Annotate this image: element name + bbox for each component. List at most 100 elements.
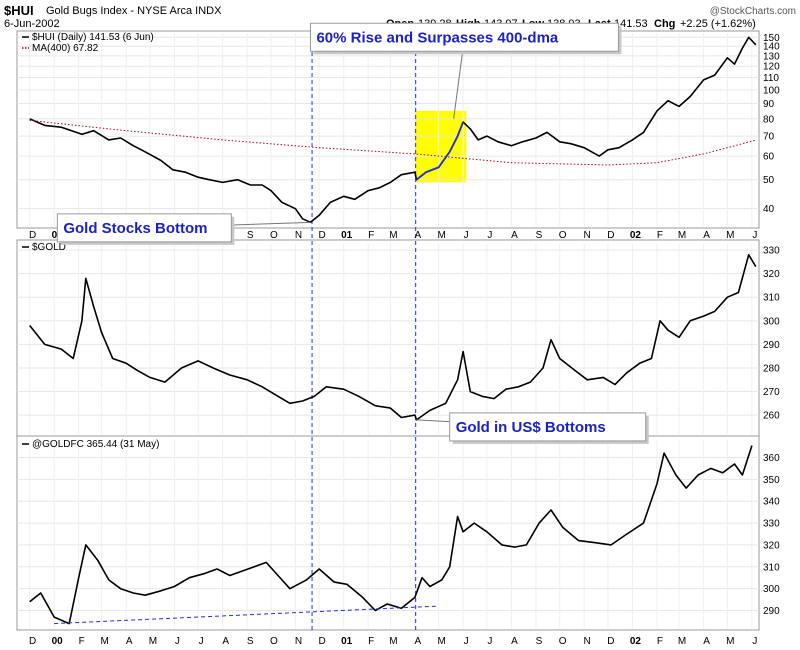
legend-entry: $GOLD [32, 242, 66, 253]
y-tick-label: 140 [763, 42, 780, 53]
x-tick-label: M [678, 230, 686, 241]
legend-entry: MA(400) 67.82 [32, 43, 99, 54]
highlighted-rise-line [415, 121, 464, 181]
series-layer [29, 36, 757, 625]
y-tick-label: 50 [763, 175, 775, 186]
y-tick-label: 130 [763, 51, 780, 62]
x-tick-label: N [295, 230, 302, 241]
y-tick-label: 290 [763, 606, 780, 617]
y-tick-label: 40 [763, 204, 775, 215]
y-tick-label: 310 [763, 293, 780, 304]
legend-entry: $HUI (Daily) 141.53 (6 Jun) [32, 32, 154, 43]
x-tick-label: A [703, 636, 710, 647]
annotation-callout: Gold Stocks Bottom [56, 213, 311, 245]
annotation-callout: 60% Rise and Surpasses 400-dma [309, 22, 622, 119]
x-tick-label: A [126, 636, 133, 647]
x-tick-label: 01 [341, 230, 353, 241]
x-tick-label: J [199, 636, 204, 647]
x-tick-label: M [437, 230, 445, 241]
legends: $HUI (Daily) 141.53 (6 Jun)MA(400) 67.82… [22, 32, 159, 450]
support-trendline [54, 605, 439, 625]
x-tick-label: O [270, 230, 278, 241]
x-tick-label: D [29, 636, 36, 647]
y-tick-label: 300 [763, 316, 780, 327]
y-tick-label: 320 [763, 540, 780, 551]
bottom-series-line [29, 445, 753, 625]
x-tick-label: O [559, 636, 567, 647]
y-tick-label: 260 [763, 411, 780, 422]
annotations: 60% Rise and Surpasses 400-dma Gold Stock… [56, 22, 649, 444]
y-tick-label: 120 [763, 62, 780, 73]
y-tick-label: 270 [763, 387, 780, 398]
highlight-box [414, 110, 467, 183]
x-tick-label: A [511, 636, 518, 647]
x-tick-label: A [703, 230, 710, 241]
bottom-panel-frame [16, 435, 760, 631]
y-tick-label: 90 [763, 99, 775, 110]
x-tick-label: J [175, 636, 180, 647]
chg-label: Chg [654, 18, 675, 30]
annotation-callout: Gold in US$ Bottoms [416, 412, 649, 444]
y-tick-label: 290 [763, 340, 780, 351]
y-tick-label: 150 [763, 33, 780, 44]
x-tick-label: M [149, 636, 157, 647]
y-tick-label: 310 [763, 562, 780, 573]
legend-entry: @GOLDFC 365.44 (31 May) [32, 439, 159, 450]
x-tick-label: M [437, 636, 445, 647]
x-tick-label: M [100, 636, 108, 647]
x-tick-label: 02 [630, 636, 642, 647]
annotation-box [309, 22, 619, 52]
top-series-line [29, 36, 757, 224]
x-tick-label: D [319, 230, 326, 241]
x-tick-label: J [752, 636, 757, 647]
x-tick-label: J [464, 636, 469, 647]
y-tick-label: 300 [763, 584, 780, 595]
x-tick-label: S [247, 230, 254, 241]
annotation-text: Gold in US$ Bottoms [456, 419, 606, 436]
x-tick-label: J [487, 230, 492, 241]
x-tick-label: M [389, 230, 397, 241]
x-tick-label: A [511, 230, 518, 241]
y-tick-label: 60 [763, 152, 775, 163]
vertical-markers [311, 31, 417, 630]
x-tick-label: F [79, 636, 85, 647]
chg-value: +2.25 (+1.62%) [680, 18, 756, 30]
y-tick-label: 110 [763, 73, 779, 84]
middle-panel-frame [16, 239, 760, 437]
x-tick-label: A [415, 636, 422, 647]
y-tick-label: 350 [763, 475, 780, 486]
top-panel-frame [16, 30, 760, 229]
x-tick-label: S [247, 636, 254, 647]
x-tick-label: M [726, 230, 734, 241]
x-tick-label: J [752, 230, 757, 241]
x-tick-label: J [487, 636, 492, 647]
y-tick-label: 340 [763, 497, 780, 508]
x-tick-label: M [389, 636, 397, 647]
x-tick-label: M [726, 636, 734, 647]
x-tick-label: D [29, 230, 36, 241]
y-tick-label: 70 [763, 132, 775, 143]
top-series-line [29, 119, 756, 166]
annotation-text: 60% Rise and Surpasses 400-dma [316, 29, 558, 46]
y-tick-label: 330 [763, 246, 780, 257]
x-tick-label: A [415, 230, 422, 241]
chart-date: 6-Jun-2002 [4, 18, 60, 30]
x-tick-label: N [295, 636, 302, 647]
x-tick-label: J [464, 230, 469, 241]
stockcharts-logo: @StockCharts.com [710, 6, 796, 17]
x-tick-label: D [607, 230, 614, 241]
x-tick-label: O [559, 230, 567, 241]
y-tick-label: 80 [763, 114, 775, 125]
x-tick-label: A [222, 636, 229, 647]
x-tick-label: N [584, 636, 591, 647]
x-tick-label: M [678, 636, 686, 647]
chart-symbol: $HUI [4, 3, 34, 18]
x-tick-label: D [319, 636, 326, 647]
x-tick-label: F [368, 636, 374, 647]
x-tick-label: F [657, 230, 663, 241]
x-tick-label: O [270, 636, 278, 647]
chart-description: Gold Bugs Index - NYSE Arca INDX [46, 5, 222, 17]
y-tick-label: 280 [763, 363, 780, 374]
